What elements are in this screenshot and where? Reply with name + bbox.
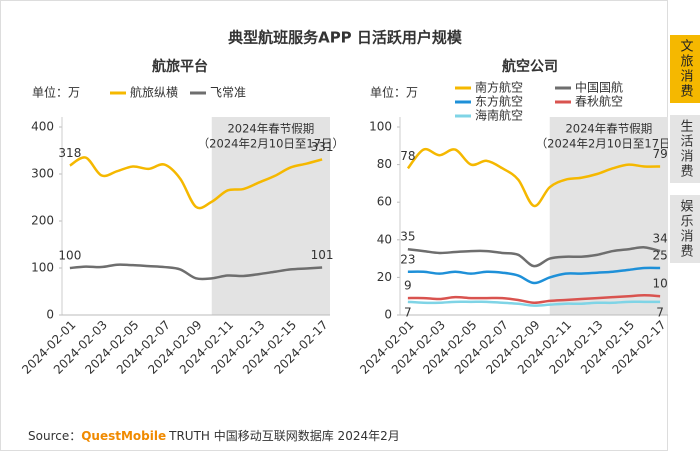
y-tick-label: 60 <box>377 195 392 209</box>
y-tick-label: 200 <box>31 214 54 228</box>
series-line <box>407 294 661 305</box>
series-line <box>407 300 661 307</box>
series-line <box>407 266 661 285</box>
data-label: 100 <box>58 249 81 263</box>
data-label: 79 <box>652 147 667 161</box>
y-tick-label: 80 <box>377 157 392 171</box>
series-line <box>69 156 323 210</box>
data-label: 35 <box>400 230 415 244</box>
series-line <box>69 263 323 281</box>
source-prefix: Source： <box>28 429 81 443</box>
y-tick-label: 400 <box>31 120 54 134</box>
data-label: 10 <box>652 277 667 291</box>
legend-label: 中国国航 <box>575 80 623 95</box>
chart-title: 典型航班服务APP 日活跃用户规模 <box>228 29 463 47</box>
holiday-shade <box>211 117 330 315</box>
y-tick-label: 300 <box>31 167 54 181</box>
y-tick-label: 100 <box>369 120 392 134</box>
source-rest: TRUTH 中国移动互联网数据库 2024年2月 <box>168 428 400 443</box>
holiday-note: 2024年春节假期 <box>227 122 314 136</box>
series-line <box>406 147 661 208</box>
data-label: 7 <box>404 305 412 319</box>
tab[interactable]: 生活消费 <box>670 115 700 183</box>
legend-label: 春秋航空 <box>575 94 623 109</box>
legend-label: 南方航空 <box>475 80 523 95</box>
unit-label: 单位：万 <box>32 85 80 100</box>
data-label: 7 <box>656 305 664 319</box>
data-label: 25 <box>652 249 667 263</box>
y-tick-label: 100 <box>31 261 54 275</box>
chart: 典型航班服务APP 日活跃用户规模 Source：QuestMobile TRUT… <box>0 0 682 451</box>
y-tick-label: 0 <box>384 308 392 322</box>
unit-label: 单位：万 <box>370 85 418 100</box>
data-label: 9 <box>404 279 412 293</box>
series-line <box>407 246 661 268</box>
data-label: 23 <box>400 252 415 266</box>
tab[interactable]: 娱乐消费 <box>670 195 700 263</box>
legend-label: 东方航空 <box>475 94 523 109</box>
holiday-note: （2024年2月10日至17日） <box>536 137 668 151</box>
holiday-note: （2024年2月10日至17日） <box>198 137 344 151</box>
legend-label: 海南航空 <box>475 108 523 123</box>
holiday-shade <box>549 117 668 315</box>
legend-label: 飞常准 <box>210 86 246 100</box>
data-label: 331 <box>311 140 334 154</box>
tab[interactable]: 文旅消费 <box>670 35 700 103</box>
data-label: 318 <box>58 146 81 160</box>
subchart-title: 航空公司 <box>502 58 558 75</box>
holiday-note: 2024年春节假期 <box>565 122 652 136</box>
data-label: 78 <box>400 149 415 163</box>
y-tick-label: 0 <box>46 308 54 322</box>
data-label: 34 <box>652 232 667 246</box>
data-label: 101 <box>311 248 334 262</box>
source: Source：QuestMobile TRUTH 中国移动互联网数据库 2024年… <box>28 428 400 443</box>
subchart-title: 航旅平台 <box>152 58 208 75</box>
source-brand: QuestMobile <box>81 429 166 443</box>
y-tick-label: 40 <box>377 232 392 246</box>
y-tick-label: 20 <box>377 270 392 284</box>
legend-label: 航旅纵横 <box>130 85 178 100</box>
